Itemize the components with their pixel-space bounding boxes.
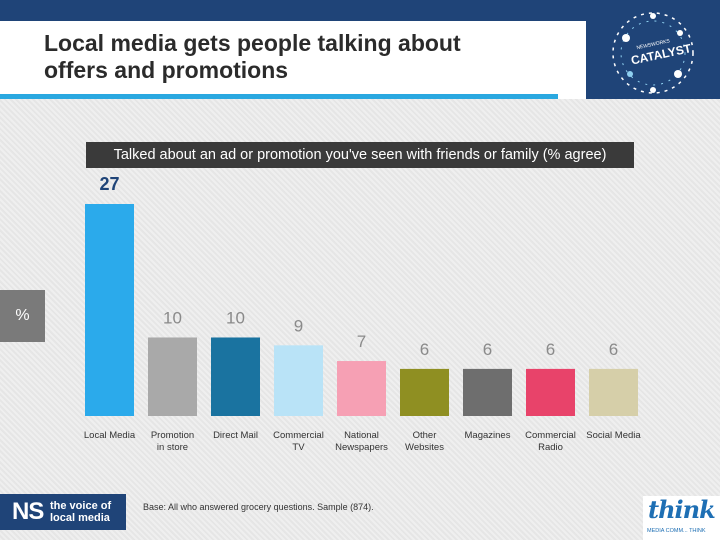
category-label-3-line-0: Commercial bbox=[273, 430, 324, 441]
ns-logo-mark: NS bbox=[12, 498, 44, 525]
category-label-0-line-0: Local Media bbox=[84, 430, 136, 441]
title-area bbox=[0, 21, 586, 99]
bar-8 bbox=[589, 368, 638, 416]
unit-label: % bbox=[0, 290, 45, 342]
category-label-7-line-1: Radio bbox=[538, 442, 563, 453]
bar-value-label-1: 10 bbox=[163, 308, 182, 327]
category-label-6-line-0: Magazines bbox=[465, 430, 511, 441]
category-label-1-line-1: in store bbox=[157, 442, 188, 453]
bar-3 bbox=[274, 345, 323, 416]
title-rule bbox=[0, 94, 558, 99]
category-label-5-line-0: Other bbox=[413, 430, 437, 441]
bar-7 bbox=[526, 368, 575, 416]
base-note: Base: All who answered grocery questions… bbox=[143, 502, 374, 512]
bar-value-label-0: 27 bbox=[99, 174, 119, 194]
category-label-5-line-1: Websites bbox=[405, 442, 444, 453]
bar-value-label-2: 10 bbox=[226, 308, 245, 327]
bar-4 bbox=[337, 361, 386, 416]
top-strip bbox=[0, 0, 720, 21]
page-title: Local media gets people talking about of… bbox=[44, 30, 461, 83]
bar-value-label-6: 6 bbox=[483, 340, 492, 359]
think-logo bbox=[643, 496, 720, 540]
think-logo-word: think bbox=[648, 495, 716, 524]
bar-5 bbox=[400, 368, 449, 416]
ns-logo-tagline: the voice of local media bbox=[50, 500, 112, 524]
bar-value-label-3: 9 bbox=[294, 316, 303, 335]
bar-2 bbox=[211, 337, 260, 416]
bar-6 bbox=[463, 368, 512, 416]
bar-0 bbox=[85, 204, 134, 416]
bar-1 bbox=[148, 337, 197, 416]
bar-value-label-5: 6 bbox=[420, 340, 429, 359]
bar-value-label-7: 6 bbox=[546, 340, 555, 359]
category-label-2-line-0: Direct Mail bbox=[213, 430, 258, 441]
chart-subtitle: Talked about an ad or promotion you've s… bbox=[86, 142, 634, 168]
bar-value-label-8: 6 bbox=[609, 340, 618, 359]
bar-value-label-4: 7 bbox=[357, 332, 366, 351]
category-label-8-line-0: Social Media bbox=[586, 430, 641, 441]
category-label-1-line-0: Promotion bbox=[151, 430, 194, 441]
catalyst-logo: NEWSWORKS CATALYST bbox=[612, 12, 694, 94]
category-label-7-line-0: Commercial bbox=[525, 430, 576, 441]
ns-logo bbox=[0, 494, 126, 530]
category-label-4-line-0: National bbox=[344, 430, 379, 441]
category-label-4-line-1: Newspapers bbox=[335, 442, 388, 453]
category-label-3-line-1: TV bbox=[292, 442, 305, 453]
think-logo-tagline: MEDIA COMM... THINK bbox=[647, 528, 706, 534]
